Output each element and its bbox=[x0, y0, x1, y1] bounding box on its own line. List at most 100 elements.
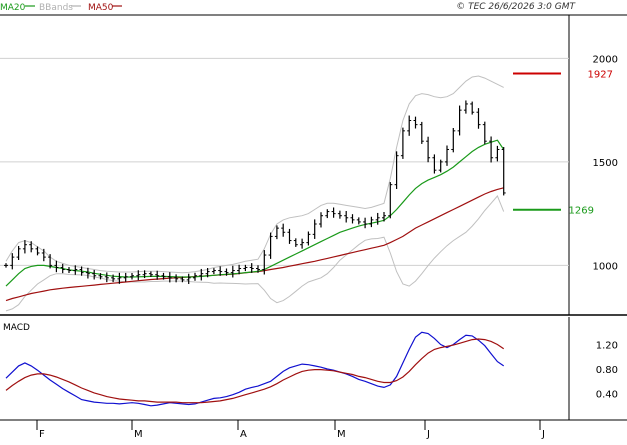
signal-line bbox=[5, 338, 505, 404]
price-bar bbox=[293, 238, 298, 247]
month-label: M bbox=[337, 429, 346, 440]
price-bar bbox=[394, 151, 399, 190]
price-bar bbox=[501, 146, 506, 196]
price-bar bbox=[419, 121, 424, 144]
price-bar bbox=[16, 245, 21, 260]
price-bar bbox=[67, 267, 71, 274]
price-bar bbox=[54, 260, 59, 273]
price-bar bbox=[193, 272, 197, 281]
legend-ma50-label: MA50 bbox=[88, 3, 114, 13]
price-bar bbox=[470, 101, 475, 115]
price-bar bbox=[489, 136, 494, 163]
month-label: F bbox=[39, 429, 45, 440]
price-tick-label: 1500 bbox=[593, 158, 618, 169]
price-bar bbox=[445, 145, 449, 166]
moving-averages bbox=[5, 139, 505, 302]
price-bar bbox=[350, 214, 355, 224]
price-bar bbox=[199, 268, 204, 281]
price-bar bbox=[148, 271, 153, 277]
price-bar bbox=[98, 273, 103, 280]
price-bar bbox=[10, 253, 15, 270]
price-bar bbox=[136, 270, 141, 281]
bollinger-lower-line bbox=[5, 195, 505, 312]
price-bar bbox=[155, 270, 160, 280]
price-bar bbox=[438, 159, 443, 173]
price-bar bbox=[337, 210, 342, 219]
price-bar bbox=[237, 264, 242, 275]
price-bar bbox=[325, 209, 330, 219]
month-label: M bbox=[134, 429, 143, 440]
price-bar bbox=[41, 248, 46, 262]
price-levels: 1927 1269 bbox=[513, 70, 613, 217]
copyright-text: © TEC 26/6/2026 3:0 GMT bbox=[456, 2, 576, 12]
price-bar bbox=[224, 268, 229, 276]
price-bar bbox=[274, 225, 279, 240]
price-bar bbox=[375, 212, 380, 225]
price-bar bbox=[174, 274, 179, 283]
month-label: J bbox=[426, 429, 430, 440]
month-label: A bbox=[240, 429, 247, 440]
price-bar bbox=[111, 274, 116, 283]
price-bar bbox=[249, 263, 254, 273]
price-bar bbox=[22, 240, 27, 254]
bollinger-bands bbox=[5, 75, 505, 312]
price-bar bbox=[363, 217, 368, 229]
price-bar bbox=[369, 216, 374, 228]
price-bar bbox=[92, 269, 97, 280]
price-bar bbox=[331, 207, 336, 218]
price-bar bbox=[205, 267, 210, 278]
price-bar bbox=[79, 266, 84, 276]
macd-line bbox=[5, 331, 505, 407]
price-bar bbox=[48, 254, 53, 269]
price-bar bbox=[167, 272, 172, 283]
price-bar bbox=[287, 228, 292, 244]
price-tick-label: 1000 bbox=[593, 261, 618, 272]
price-bar bbox=[451, 127, 456, 153]
price-bar bbox=[211, 268, 216, 275]
price-bar bbox=[142, 270, 147, 279]
price-bar bbox=[457, 105, 462, 136]
price-bar bbox=[463, 100, 468, 114]
price-bar bbox=[73, 265, 78, 275]
price-bar bbox=[123, 272, 128, 282]
macd-tick-label: 1.20 bbox=[596, 341, 618, 352]
grid bbox=[0, 57, 569, 266]
price-bar bbox=[230, 265, 235, 278]
price-bar bbox=[413, 116, 418, 129]
macd-panel-title: MACD bbox=[3, 323, 30, 333]
price-bar bbox=[382, 211, 386, 222]
macd-tick-label: 0.40 bbox=[596, 390, 618, 401]
price-bar bbox=[400, 127, 405, 159]
price-bar bbox=[85, 267, 90, 279]
macd-lines bbox=[5, 331, 505, 407]
month-label: J bbox=[541, 429, 545, 440]
price-bar bbox=[281, 223, 286, 237]
price-bar bbox=[268, 232, 273, 259]
price-tick-label: 2000 bbox=[593, 54, 618, 65]
price-bar bbox=[186, 273, 191, 284]
price-bar bbox=[161, 272, 166, 280]
price-bar bbox=[4, 263, 8, 268]
price-bar bbox=[388, 182, 393, 219]
price-bar bbox=[29, 241, 34, 253]
price-bar bbox=[117, 272, 122, 284]
price-bar bbox=[482, 121, 487, 145]
support-label: 1269 bbox=[569, 206, 594, 217]
price-bar bbox=[432, 154, 437, 174]
price-bar bbox=[426, 136, 431, 163]
price-bar bbox=[476, 108, 481, 129]
price-bar bbox=[180, 276, 185, 283]
price-bar bbox=[356, 217, 361, 225]
resistance-label: 1927 bbox=[588, 70, 613, 81]
price-bar bbox=[306, 231, 311, 246]
price-bar bbox=[262, 250, 267, 275]
price-bar bbox=[256, 265, 260, 273]
price-bar bbox=[344, 210, 349, 223]
price-bar bbox=[319, 212, 323, 228]
legend-bbands-label: BBands bbox=[39, 3, 73, 13]
price-bar bbox=[407, 115, 412, 136]
ma20-line bbox=[5, 139, 505, 287]
macd-tick-label: 0.80 bbox=[596, 365, 618, 376]
axis-labels: 1000 1500 2000 0.40 0.80 1.20 F M A M J J bbox=[36, 54, 618, 440]
